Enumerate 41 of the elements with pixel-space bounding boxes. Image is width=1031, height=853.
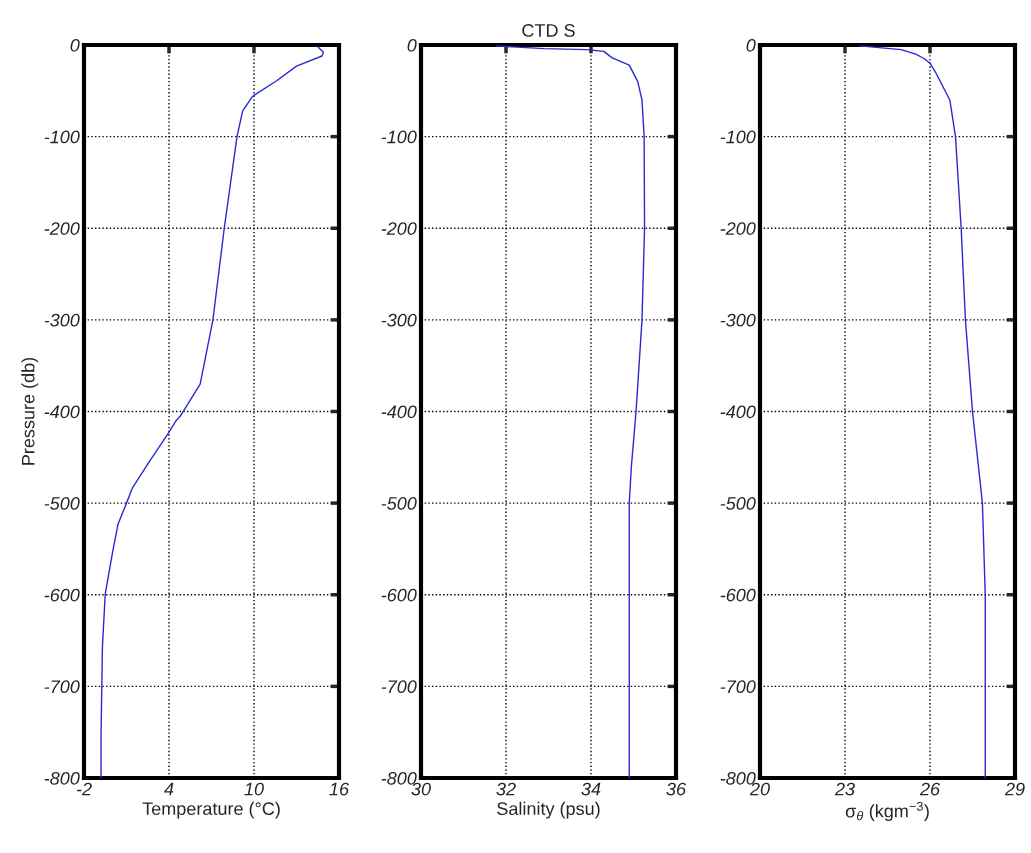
x-tick-label: 36 — [666, 782, 687, 796]
line-series — [495, 45, 646, 779]
y-tick-label: -400 — [44, 405, 80, 419]
line-series — [100, 46, 325, 779]
y-tick-label: -200 — [720, 222, 756, 235]
y-tick-label: -500 — [720, 497, 756, 510]
y-tick-label: -600 — [44, 588, 80, 602]
y-tick-label: -200 — [44, 222, 80, 235]
y-tick-label: -100 — [381, 130, 417, 144]
y-tick-label: -700 — [44, 680, 80, 694]
y-tick-label: -400 — [381, 405, 417, 419]
line-series — [859, 45, 986, 779]
y-tick-label: -400 — [720, 405, 756, 419]
x-tick-label: 4 — [164, 782, 174, 796]
y-tick-label: -600 — [720, 588, 756, 602]
y-tick-label: 0 — [70, 38, 80, 52]
y-tick-label: -500 — [381, 497, 417, 510]
x-tick-label: 29 — [1004, 782, 1025, 796]
y-tick-label: -700 — [720, 680, 756, 694]
y-tick-label: 0 — [407, 38, 417, 52]
y-tick-label: -500 — [44, 497, 80, 510]
x-tick-label: 26 — [919, 782, 941, 796]
y-tick-label: -700 — [381, 680, 417, 694]
y-axis-title: Pressure (db) — [21, 357, 39, 465]
y-tick-label: 0 — [746, 38, 756, 52]
y-tick-label: -300 — [44, 313, 80, 327]
y-tick-label: -200 — [381, 222, 417, 235]
x-tick-label: 16 — [329, 782, 350, 796]
x-tick-label: 23 — [834, 782, 855, 796]
chart-title: CTD S — [522, 24, 575, 37]
x-axis-title: Salinity (psu) — [497, 801, 600, 819]
y-tick-label: -100 — [44, 130, 80, 144]
x-tick-label: 32 — [496, 782, 516, 796]
x-tick-label: 10 — [244, 782, 264, 796]
y-tick-label: -600 — [381, 588, 417, 602]
x-axis-title: σ$_{θ}$ (kgm$^{−3}$) — [845, 801, 929, 822]
x-tick-label: 34 — [581, 782, 601, 796]
y-tick-label: -100 — [720, 130, 756, 144]
x-axis-title: Temperature (°C) — [142, 801, 280, 819]
y-tick-label: -300 — [381, 313, 417, 327]
y-tick-label: -300 — [720, 313, 756, 327]
